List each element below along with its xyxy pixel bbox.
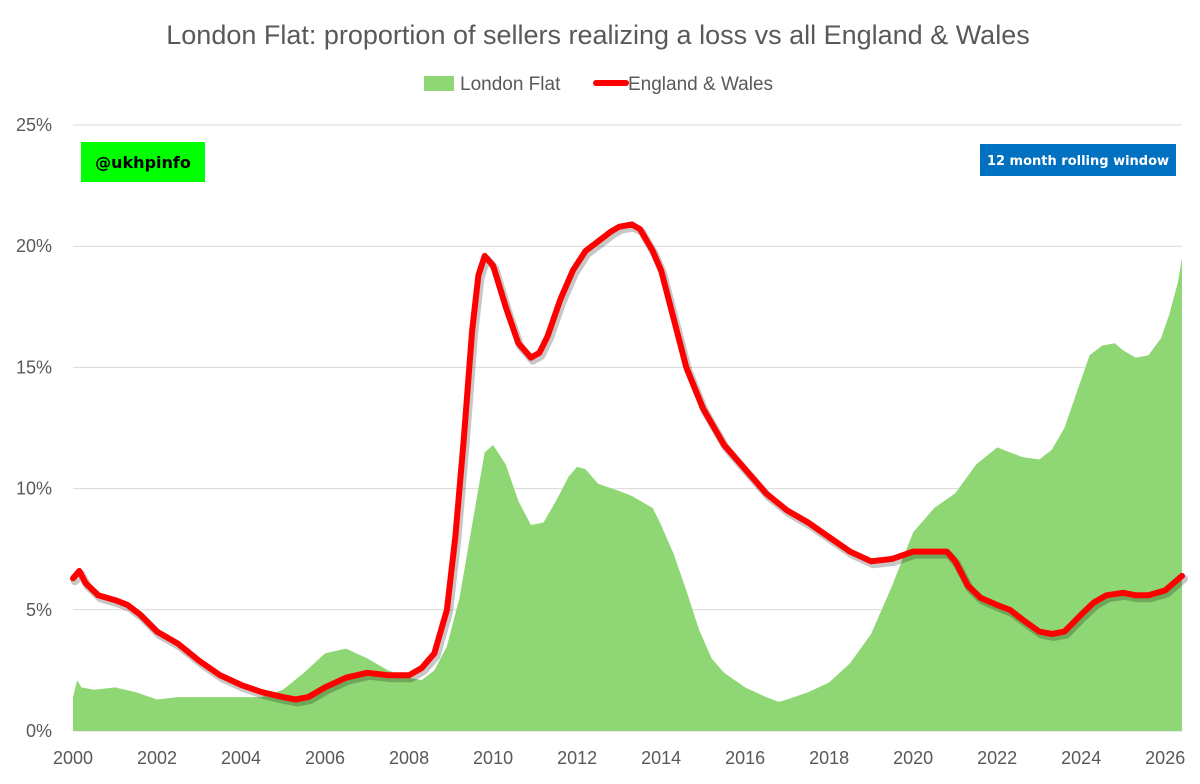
x-tick-label: 2004 [221, 748, 261, 768]
handle-badge-text: @ukhpinfo [95, 153, 191, 172]
area-layer [73, 258, 1182, 731]
x-tick-label: 2006 [305, 748, 345, 768]
x-tick-label: 2026 [1145, 748, 1185, 768]
y-tick-label: 20% [16, 236, 52, 256]
y-axis-ticks: 0% 5% 10% 15% 20% 25% [16, 115, 52, 741]
legend: London Flat England & Wales [424, 74, 773, 95]
window-badge-background [980, 144, 1176, 176]
legend-swatch-london-flat [424, 76, 454, 91]
x-tick-label: 2016 [725, 748, 765, 768]
area-series-london-flat [73, 258, 1182, 731]
x-tick-label: 2022 [977, 748, 1017, 768]
x-tick-label: 2014 [641, 748, 681, 768]
window-badge-text: 12 month rolling window [987, 154, 1169, 169]
window-badge: 12 month rolling window [980, 144, 1176, 176]
line-layer [70, 221, 1188, 707]
x-tick-label: 2010 [473, 748, 513, 768]
y-tick-label: 15% [16, 357, 52, 377]
x-axis-ticks: 2000 2002 2004 2006 2008 2010 2012 2014 2016 2018… [53, 748, 1185, 768]
y-tick-label: 5% [26, 600, 52, 620]
y-tick-label: 10% [16, 479, 52, 499]
chart-title: London Flat: proportion of sellers reali… [166, 20, 1029, 50]
x-tick-label: 2018 [809, 748, 849, 768]
y-tick-label: 0% [26, 721, 52, 741]
x-tick-label: 2008 [389, 748, 429, 768]
legend-label-england-wales: England & Wales [628, 74, 773, 95]
x-tick-label: 2012 [557, 748, 597, 768]
legend-label-london-flat: London Flat [460, 74, 561, 95]
x-tick-label: 2020 [893, 748, 933, 768]
line-series-england-wales [70, 221, 1185, 703]
y-tick-label: 25% [16, 115, 52, 135]
handle-badge: @ukhpinfo [81, 142, 205, 182]
handle-badge-background [81, 142, 205, 182]
x-tick-label: 2002 [137, 748, 177, 768]
x-tick-label: 2024 [1061, 748, 1101, 768]
x-tick-label: 2000 [53, 748, 93, 768]
